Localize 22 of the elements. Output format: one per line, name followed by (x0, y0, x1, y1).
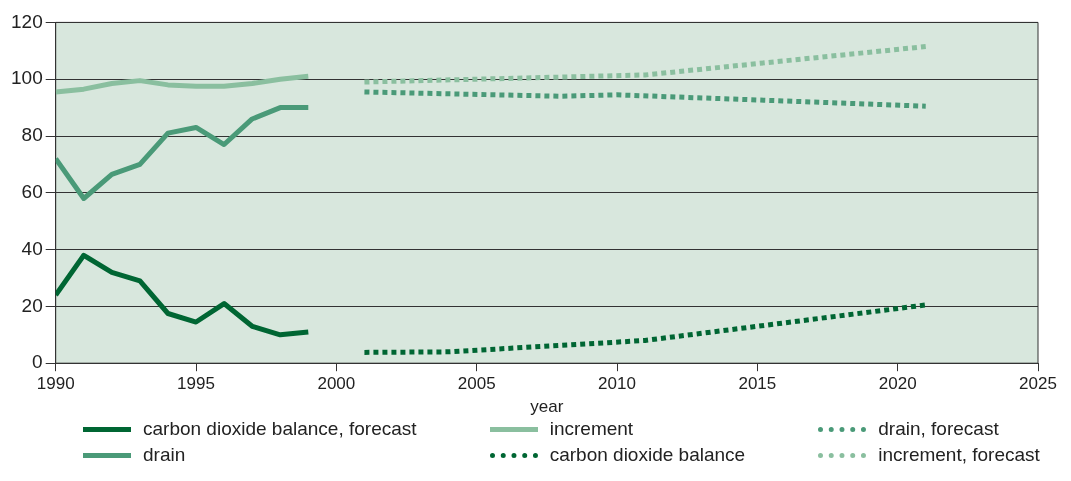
y-tick-label: 0 (32, 351, 43, 373)
x-tick-label: 2015 (738, 374, 777, 394)
y-tick-label: 100 (11, 67, 43, 89)
legend-label: carbon dioxide balance (549, 444, 746, 466)
legend-label: carbon dioxide balance, forecast (143, 418, 417, 440)
x-tick-label: 2010 (598, 374, 636, 394)
y-tick-label: 60 (21, 181, 43, 203)
x-axis-title: year (530, 397, 564, 417)
legend-label: increment (549, 418, 634, 440)
legend-label: increment, forecast (878, 444, 1040, 466)
x-tick-label: 1995 (177, 374, 215, 394)
x-tick-label: 2000 (317, 374, 356, 394)
x-tick-label: 2020 (878, 374, 917, 394)
y-tick-label: 120 (11, 10, 43, 32)
x-tick-label: 1990 (36, 374, 75, 394)
legend-label: drain, forecast (878, 418, 999, 440)
x-tick-label: 2025 (1019, 374, 1057, 394)
y-tick-label: 40 (21, 237, 43, 259)
y-tick-label: 80 (21, 124, 43, 146)
y-tick-label: 20 (21, 294, 43, 316)
legend-label: drain (143, 444, 186, 466)
x-tick-label: 2005 (457, 374, 496, 394)
